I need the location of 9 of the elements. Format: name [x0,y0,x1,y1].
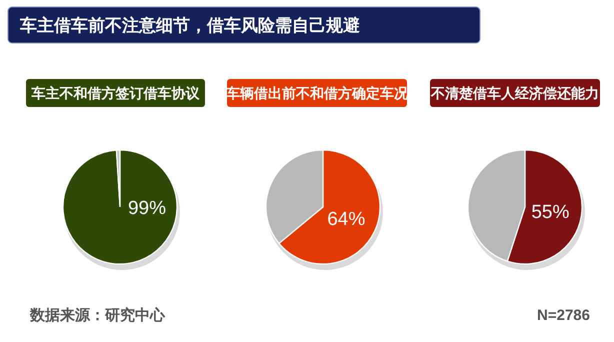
data-label: 99% [128,198,166,219]
chart-title: 车辆借出前不和借方确定车况 [225,85,409,101]
text: N=2786 [537,307,590,324]
text: 车主借车前不注意细节，借车风险需自己规避 [19,16,360,35]
source-note: 数据来源：研究中心 [29,306,166,324]
chart-title: 车主不和借方签订借车协议 [30,85,200,101]
chart-title: 不清楚借车人经济偿还能力 [430,85,599,101]
data-label: 64% [327,208,366,230]
data-label: 55% [531,202,570,224]
